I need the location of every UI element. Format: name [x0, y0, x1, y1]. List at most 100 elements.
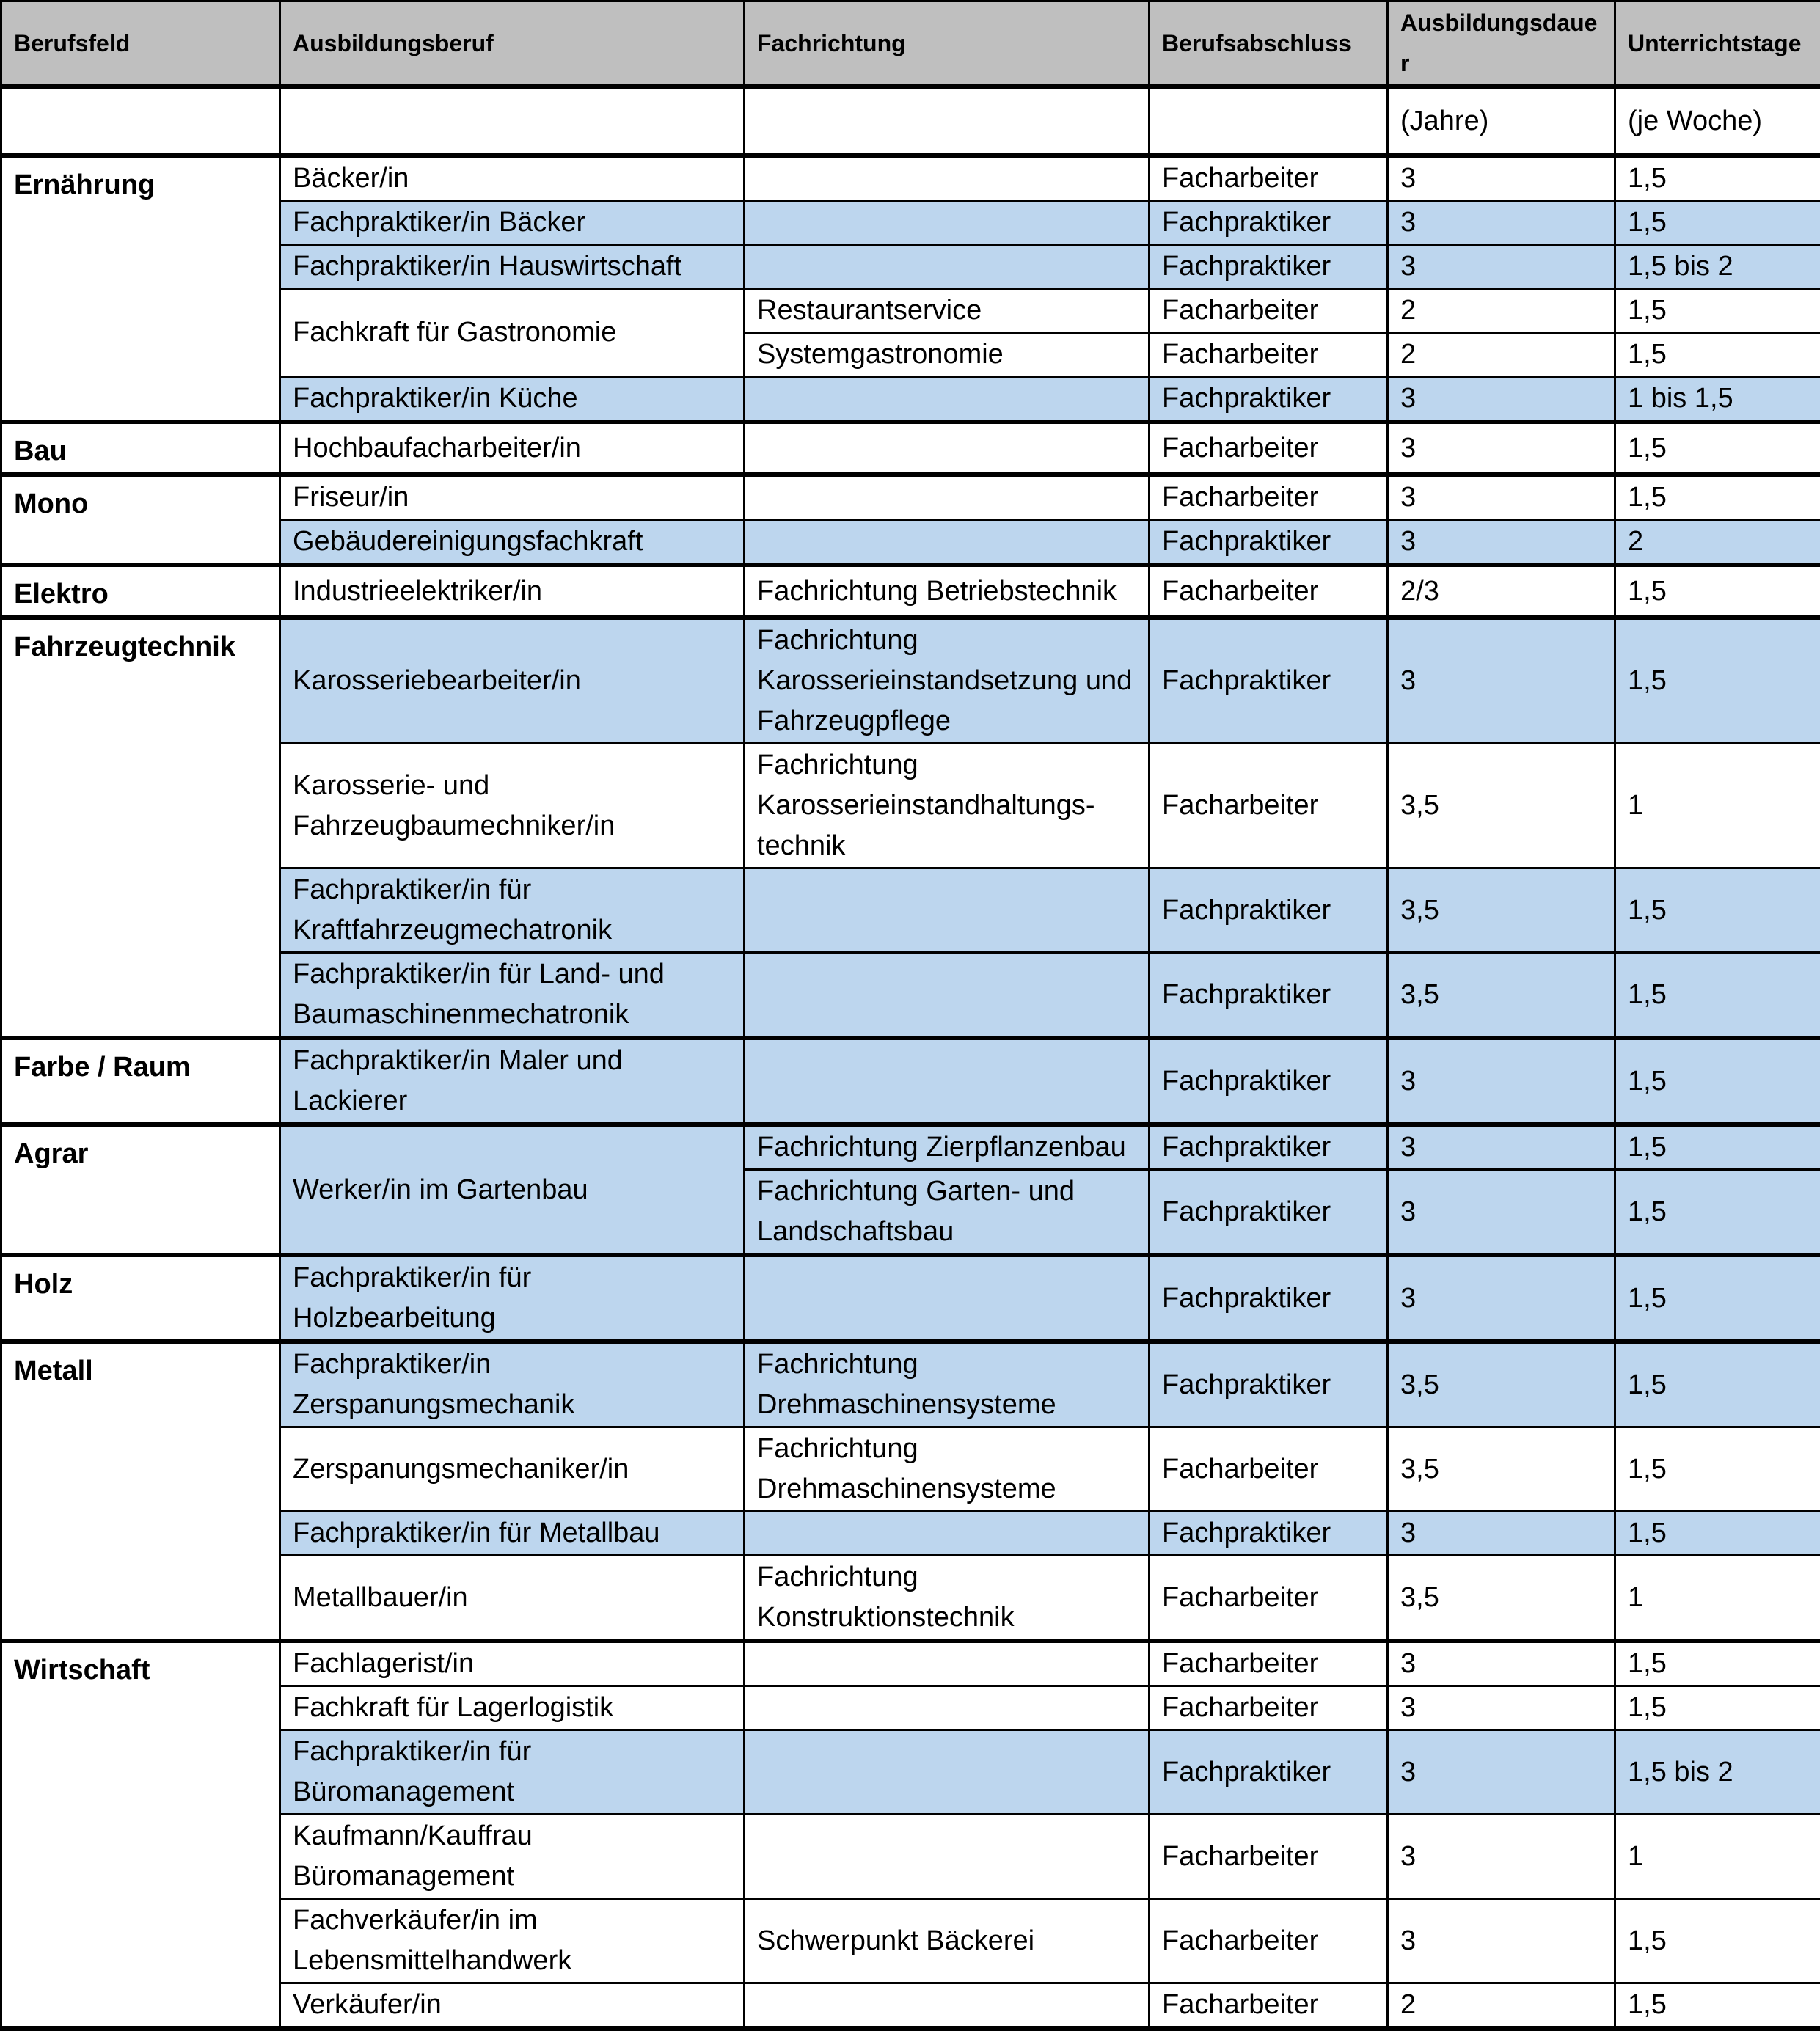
unterrichtstage-cell: 1,5	[1615, 1124, 1820, 1170]
berufsabschluss-cell: Fachpraktiker	[1150, 245, 1388, 289]
berufsabschluss-cell: Fachpraktiker	[1150, 1170, 1388, 1256]
column-subheader-berufsabschluss	[1150, 87, 1388, 155]
fachrichtung-cell: Fachrichtung Zierpflanzenbau	[745, 1124, 1150, 1170]
ausbildungsberuf-cell: Werker/in im Gartenbau	[280, 1124, 745, 1255]
column-header-berufsabschluss: Berufsabschluss	[1150, 1, 1388, 87]
fachrichtung-cell: Fachrichtung Konstruktionstechnik	[745, 1556, 1150, 1642]
ausbildungsdauer-cell: 3	[1388, 1170, 1615, 1256]
fachrichtung-cell: Fachrichtung Drehmaschinensysteme	[745, 1427, 1150, 1512]
unterrichtstage-cell: 1,5	[1615, 565, 1820, 618]
fachrichtung-cell: Fachrichtung Karosserieinstandsetzung un…	[745, 618, 1150, 744]
ausbildungsberuf-cell: Verkäufer/in	[280, 1983, 745, 2029]
berufsabschluss-cell: Fachpraktiker	[1150, 201, 1388, 245]
unterrichtstage-cell: 1,5	[1615, 1255, 1820, 1342]
fachrichtung-cell	[745, 1983, 1150, 2029]
unterrichtstage-cell: 1,5	[1615, 1983, 1820, 2029]
unterrichtstage-cell: 1,5	[1615, 201, 1820, 245]
unterrichtstage-cell: 1,5	[1615, 475, 1820, 520]
ausbildungsdauer-cell: 3	[1388, 1686, 1615, 1730]
fachrichtung-cell	[745, 422, 1150, 475]
ausbildungsberuf-cell: Fachpraktiker/in für Kraftfahrzeugmechat…	[280, 868, 745, 953]
berufsfeld-cell: Bau	[1, 422, 280, 475]
fachrichtung-cell: Fachrichtung Garten- und Landschaftsbau	[745, 1170, 1150, 1256]
ausbildungsdauer-cell: 2	[1388, 1983, 1615, 2029]
ausbildungsdauer-cell: 3	[1388, 1641, 1615, 1686]
berufsabschluss-cell: Fachpraktiker	[1150, 1038, 1388, 1124]
fachrichtung-cell	[745, 520, 1150, 566]
ausbildungsberuf-cell: Fachverkäufer/in im Lebensmittelhandwerk	[280, 1899, 745, 1983]
fachrichtung-cell	[745, 868, 1150, 953]
ausbildungsdauer-cell: 2/3	[1388, 565, 1615, 618]
ausbildungsdauer-cell: 2	[1388, 333, 1615, 377]
ausbildungsdauer-cell: 3	[1388, 201, 1615, 245]
unterrichtstage-cell: 1	[1615, 744, 1820, 868]
header-subrow: (Jahre) (je Woche)	[1, 87, 1820, 155]
berufsfeld-cell: Wirtschaft	[1, 1641, 280, 2029]
ausbildungsdauer-cell: 3	[1388, 1512, 1615, 1556]
unterrichtstage-cell: 1,5	[1615, 1342, 1820, 1427]
berufsabschluss-cell: Facharbeiter	[1150, 1899, 1388, 1983]
fachrichtung-cell	[745, 475, 1150, 520]
unterrichtstage-cell: 1,5	[1615, 289, 1820, 333]
ausbildungsberuf-cell: Fachpraktiker/in Hauswirtschaft	[280, 245, 745, 289]
berufsabschluss-cell: Fachpraktiker	[1150, 868, 1388, 953]
ausbildungsdauer-cell: 3	[1388, 618, 1615, 744]
berufsabschluss-cell: Facharbeiter	[1150, 422, 1388, 475]
unterrichtstage-cell: 1,5	[1615, 1899, 1820, 1983]
ausbildungsberuf-cell: Karosserie- und Fahrzeugbaumechniker/in	[280, 744, 745, 868]
fachrichtung-cell: Restaurantservice	[745, 289, 1150, 333]
ausbildungsdauer-cell: 3,5	[1388, 868, 1615, 953]
fachrichtung-cell: Fachrichtung Karosserieinstandhaltungs-t…	[745, 744, 1150, 868]
ausbildungsdauer-cell: 3	[1388, 1730, 1615, 1815]
fachrichtung-cell	[745, 245, 1150, 289]
ausbildungsberuf-cell: Karosseriebearbeiter/in	[280, 618, 745, 744]
ausbildungsberuf-cell: Fachpraktiker/in Küche	[280, 377, 745, 422]
ausbildungsdauer-cell: 2	[1388, 289, 1615, 333]
column-subheader-berufsfeld	[1, 87, 280, 155]
column-subheader-ausbildungsberuf	[280, 87, 745, 155]
ausbildungsberuf-cell: Fachlagerist/in	[280, 1641, 745, 1686]
ausbildungsberuf-cell: Metallbauer/in	[280, 1556, 745, 1642]
berufsabschluss-cell: Fachpraktiker	[1150, 618, 1388, 744]
fachrichtung-cell	[745, 953, 1150, 1039]
unterrichtstage-cell: 1,5	[1615, 1427, 1820, 1512]
column-header-ausbildungsberuf: Ausbildungsberuf	[280, 1, 745, 87]
ausbildungsdauer-cell: 3	[1388, 1255, 1615, 1342]
fachrichtung-cell	[745, 1512, 1150, 1556]
ausbildungsdauer-cell: 3,5	[1388, 1427, 1615, 1512]
column-header-berufsfeld: Berufsfeld	[1, 1, 280, 87]
ausbildungsberuf-cell: Fachkraft für Lagerlogistik	[280, 1686, 745, 1730]
berufsabschluss-cell: Fachpraktiker	[1150, 1255, 1388, 1342]
ausbildungsdauer-cell: 3,5	[1388, 744, 1615, 868]
berufsfeld-cell: Mono	[1, 475, 280, 565]
ausbildungsdauer-cell: 3	[1388, 1038, 1615, 1124]
ausbildungsdauer-cell: 3	[1388, 1124, 1615, 1170]
berufsfeld-cell: Farbe / Raum	[1, 1038, 280, 1124]
ausbildungsberuf-cell: Fachpraktiker/in Bäcker	[280, 201, 745, 245]
berufsabschluss-cell: Fachpraktiker	[1150, 1342, 1388, 1427]
fachrichtung-cell: Fachrichtung Drehmaschinensysteme	[745, 1342, 1150, 1427]
header-row: Berufsfeld Ausbildungsberuf Fachrichtung…	[1, 1, 1820, 87]
unterrichtstage-cell: 1,5	[1615, 333, 1820, 377]
ausbildungsdauer-cell: 3	[1388, 475, 1615, 520]
berufsabschluss-cell: Facharbeiter	[1150, 1427, 1388, 1512]
unterrichtstage-cell: 1 bis 1,5	[1615, 377, 1820, 422]
column-header-unterrichtstage: Unterrichtstage	[1615, 1, 1820, 87]
ausbildungsdauer-cell: 3	[1388, 520, 1615, 566]
column-header-fachrichtung: Fachrichtung	[745, 1, 1150, 87]
column-subheader-fachrichtung	[745, 87, 1150, 155]
unterrichtstage-cell: 1,5 bis 2	[1615, 245, 1820, 289]
ausbildungsberuf-cell: Bäcker/in	[280, 155, 745, 201]
ausbildungsberuf-cell: Fachpraktiker/in Maler und Lackierer	[280, 1038, 745, 1124]
ausbildungsberuf-cell: Gebäudereinigungsfachkraft	[280, 520, 745, 566]
berufsfeld-cell: Fahrzeugtechnik	[1, 618, 280, 1038]
unterrichtstage-cell: 1,5	[1615, 1512, 1820, 1556]
berufsabschluss-cell: Fachpraktiker	[1150, 1512, 1388, 1556]
